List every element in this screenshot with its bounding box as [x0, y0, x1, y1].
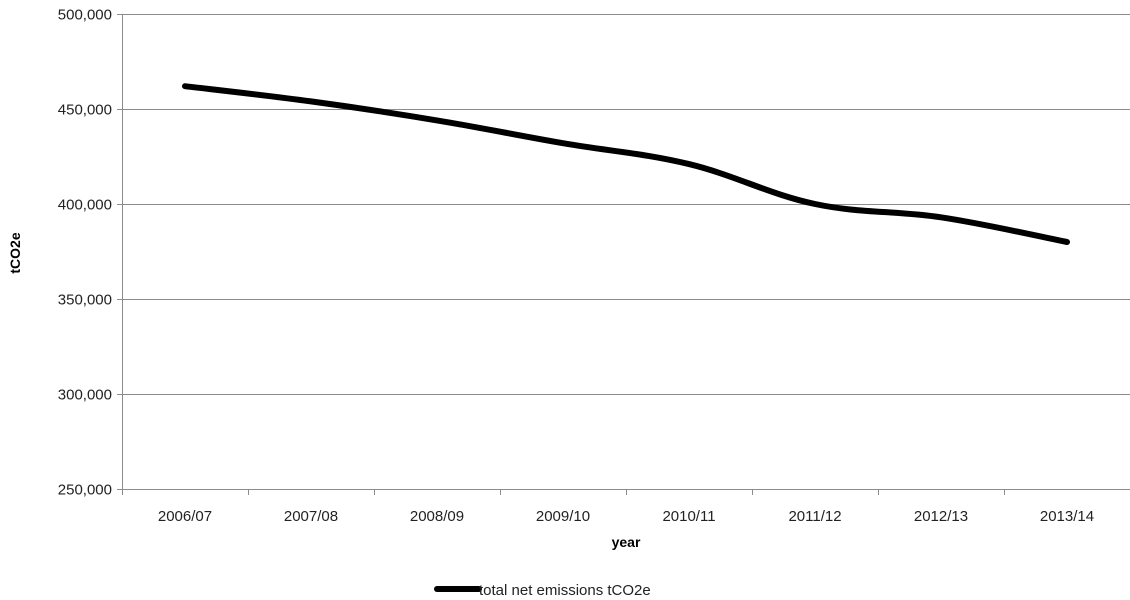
- x-tick-label: 2013/14: [1040, 508, 1094, 525]
- x-tick-label: 2007/08: [284, 508, 338, 525]
- y-tick-label: 400,000: [58, 197, 112, 214]
- x-axis-title: year: [612, 534, 641, 550]
- legend: total net emissions tCO2e: [437, 582, 651, 599]
- x-tick-label: 2012/13: [914, 508, 968, 525]
- y-axis-title: tCO2e: [7, 232, 23, 273]
- y-tick-label: 300,000: [58, 387, 112, 404]
- x-tick-label: 2006/07: [158, 508, 212, 525]
- gridlines: [122, 15, 1130, 395]
- x-tick-label: 2011/12: [788, 508, 841, 525]
- y-tick-label: 450,000: [58, 102, 112, 119]
- y-tick-label: 500,000: [58, 7, 112, 24]
- x-tick-label: 2009/10: [536, 508, 590, 525]
- x-tick-label: 2008/09: [410, 508, 464, 525]
- x-tick-label: 2010/11: [662, 508, 715, 525]
- x-tick-labels: 2006/07 2007/08 2008/09 2009/10 2010/11 2011/…: [158, 508, 1094, 525]
- y-tick-label: 350,000: [58, 292, 112, 309]
- axes: [117, 14, 1130, 495]
- y-tick-label: 250,000: [58, 482, 112, 499]
- y-tick-labels: 250,000 300,000 350,000 400,000 450,000 500,0…: [58, 7, 112, 499]
- legend-label: total net emissions tCO2e: [479, 582, 651, 599]
